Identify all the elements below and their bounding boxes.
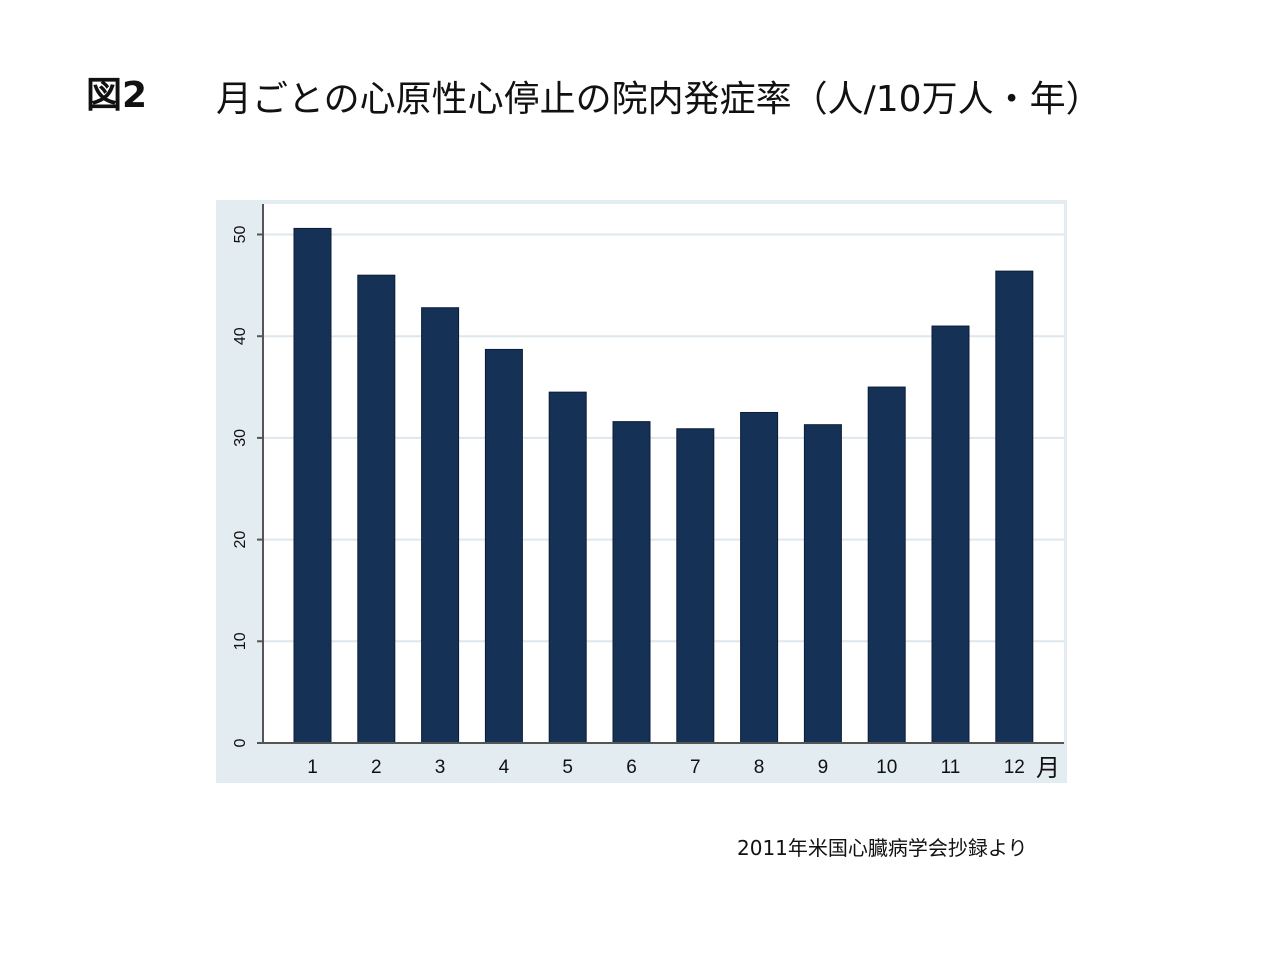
bar [484, 348, 523, 744]
y-tick-label: 10 [232, 632, 249, 650]
x-tick-label: 4 [499, 757, 510, 778]
x-tick-label: 5 [562, 757, 573, 778]
bar [612, 421, 651, 744]
bar [357, 274, 396, 744]
source-note: 2011年米国心臓病学会抄録より [737, 836, 1028, 860]
x-axis-label: 月 [1036, 754, 1060, 782]
y-tick-label: 50 [232, 226, 249, 244]
x-tick-label: 7 [690, 757, 701, 778]
x-tick-label: 2 [371, 757, 382, 778]
x-tick-label: 3 [435, 757, 446, 778]
bar-chart: 0 10 20 30 40 50 1 2 3 4 5 6 7 8 9 10 11 12 月 [216, 200, 1067, 783]
bar [548, 391, 587, 744]
bar [676, 428, 715, 744]
y-tick-label: 0 [232, 738, 249, 747]
axes [262, 204, 1064, 744]
bars [293, 227, 1034, 744]
y-tick-labels: 0 10 20 30 40 50 [232, 226, 249, 748]
x-tick-label: 10 [876, 757, 897, 778]
x-tick-label: 11 [941, 757, 961, 778]
bar [931, 325, 970, 744]
y-tick-label: 40 [232, 327, 249, 345]
x-tick-label: 6 [626, 757, 637, 778]
y-tick-label: 20 [232, 531, 249, 549]
x-tick-label: 12 [1004, 757, 1025, 778]
y-tick-label: 30 [232, 429, 249, 447]
x-tick-label: 1 [307, 757, 318, 778]
x-tick-label: 8 [754, 757, 765, 778]
bar [293, 227, 332, 744]
gridlines [257, 233, 1064, 744]
bar [421, 307, 460, 744]
bar [740, 411, 779, 744]
bar [867, 386, 906, 744]
figure-label: 図2 [86, 75, 148, 116]
bar [803, 424, 842, 744]
chart-title: 月ごとの心原性心停止の院内発症率（人/10万人・年） [216, 79, 1102, 120]
bar [995, 270, 1034, 744]
x-tick-label: 9 [818, 757, 829, 778]
plot-area [263, 204, 1064, 743]
x-tick-labels: 1 2 3 4 5 6 7 8 9 10 11 12 [307, 757, 1025, 778]
